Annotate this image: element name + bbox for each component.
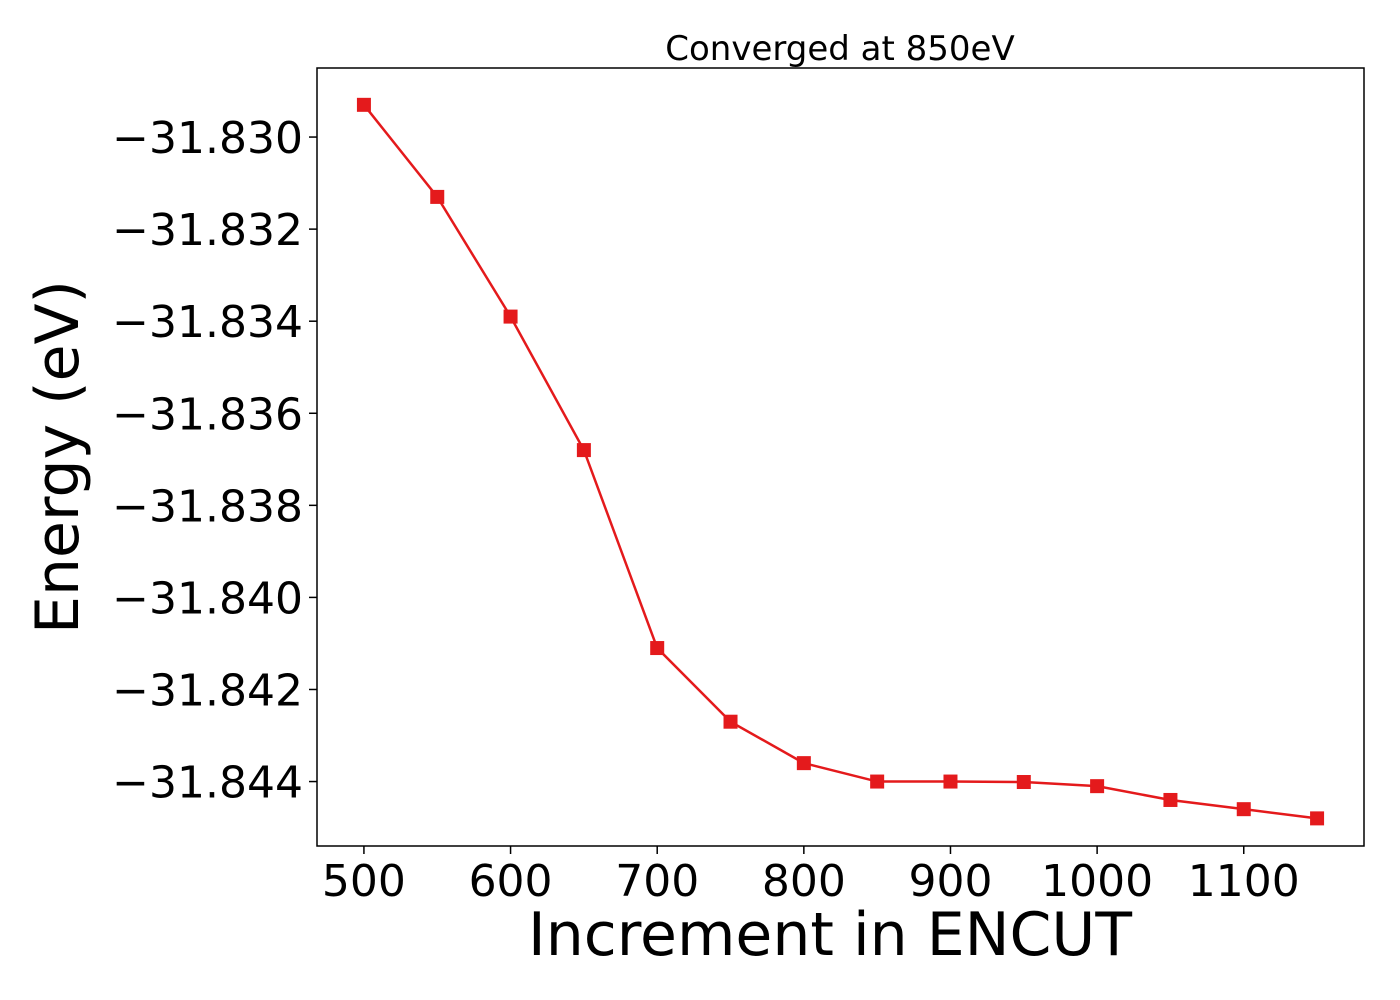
data-point — [1236, 802, 1251, 817]
data-point — [723, 714, 738, 729]
x-tick-label: 800 — [762, 856, 846, 907]
plot-frame — [316, 67, 1365, 847]
y-tick-label: −31.844 — [112, 758, 303, 809]
data-point — [430, 189, 445, 204]
y-tick-label: −31.840 — [112, 573, 303, 624]
data-point — [943, 774, 958, 789]
data-point — [356, 97, 371, 112]
x-axis-title: Increment in ENCUT — [528, 900, 1132, 970]
data-point — [796, 756, 811, 771]
data-point — [1016, 775, 1031, 790]
data-point — [576, 443, 591, 458]
data-point — [870, 774, 885, 789]
chart-title: Converged at 850eV — [665, 29, 1014, 69]
data-point — [1310, 811, 1325, 826]
data-point — [1163, 792, 1178, 807]
y-tick-label: −31.836 — [112, 389, 303, 440]
x-tick-label: 500 — [322, 856, 406, 907]
series-line — [362, 104, 1318, 820]
x-tick-label: 700 — [615, 856, 699, 907]
y-axis: −31.830 −31.832 −31.834 −31.836 −31.838 −31.8… — [112, 113, 317, 809]
y-axis-title: Energy (eV) — [23, 280, 93, 634]
data-point — [1090, 779, 1105, 794]
x-tick-label: 900 — [908, 856, 992, 907]
y-tick-label: −31.834 — [112, 297, 303, 348]
x-tick-label: 1100 — [1188, 856, 1300, 907]
y-tick-label: −31.842 — [112, 665, 303, 716]
x-axis: 500 600 700 800 900 1000 1100 — [322, 846, 1300, 907]
y-tick-label: −31.838 — [112, 481, 303, 532]
plot-area — [356, 97, 1325, 826]
data-point — [503, 309, 518, 324]
data-point — [650, 641, 665, 656]
x-tick-label: 1000 — [1041, 856, 1153, 907]
y-tick-label: −31.832 — [112, 205, 303, 256]
x-tick-label: 600 — [469, 856, 553, 907]
y-tick-label: −31.830 — [112, 113, 303, 164]
